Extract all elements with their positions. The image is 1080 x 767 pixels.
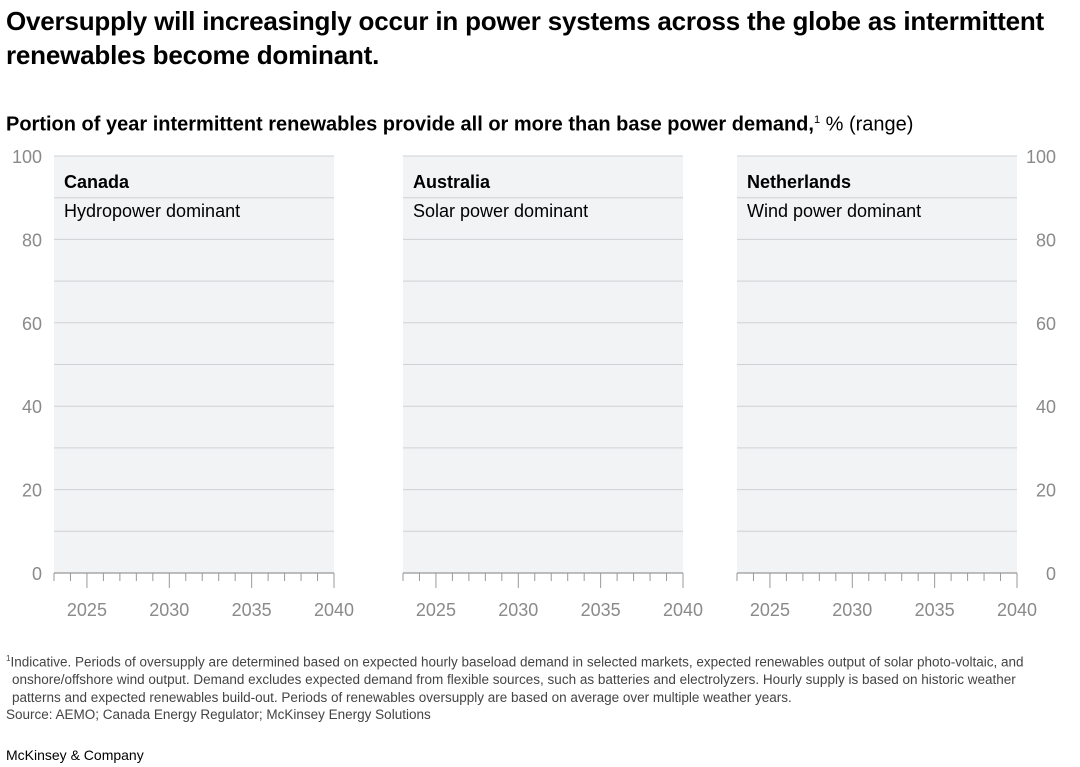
panel-title: Netherlands bbox=[747, 172, 851, 192]
x-tick-label: 2035 bbox=[581, 600, 621, 620]
x-tick-label: 2040 bbox=[997, 600, 1037, 620]
y-tick-label: 40 bbox=[22, 397, 42, 417]
y-tick-label-right: 100 bbox=[1026, 147, 1056, 167]
subtitle-main: Portion of year intermittent renewables … bbox=[6, 113, 814, 136]
y-tick-label-right: 40 bbox=[1036, 397, 1056, 417]
x-tick-label: 2040 bbox=[663, 600, 703, 620]
y-tick-label-right: 60 bbox=[1036, 314, 1056, 334]
subtitle-unit: % (range) bbox=[820, 113, 914, 136]
x-tick-label: 2030 bbox=[149, 600, 189, 620]
x-tick-label: 2025 bbox=[416, 600, 456, 620]
y-tick-label-right: 80 bbox=[1036, 230, 1056, 250]
panel-subtitle: Wind power dominant bbox=[747, 201, 921, 221]
x-tick-label: 2025 bbox=[750, 600, 790, 620]
chart-title: Oversupply will increasingly occur in po… bbox=[6, 6, 1044, 70]
x-tick-label: 2030 bbox=[832, 600, 872, 620]
x-tick-label: 2035 bbox=[915, 600, 955, 620]
chart-subtitle: Portion of year intermittent renewables … bbox=[6, 107, 913, 138]
panel-title: Canada bbox=[64, 172, 130, 192]
y-tick-label-right: 0 bbox=[1046, 564, 1056, 584]
x-tick-label: 2035 bbox=[232, 600, 272, 620]
panel-title: Australia bbox=[413, 172, 491, 192]
x-tick-label: 2030 bbox=[498, 600, 538, 620]
footnote-1-text: Indicative. Periods of oversupply are de… bbox=[10, 654, 1024, 705]
panel-subtitle: Hydropower dominant bbox=[64, 201, 240, 221]
source-note: Source: AEMO; Canada Energy Regulator; M… bbox=[6, 707, 431, 722]
footnotes: 1Indicative. Periods of oversupply are d… bbox=[6, 650, 1066, 724]
panel-subtitle: Solar power dominant bbox=[413, 201, 588, 221]
brand-logo: McKinsey & Company bbox=[6, 747, 144, 763]
y-tick-label: 60 bbox=[22, 314, 42, 334]
y-tick-label: 0 bbox=[32, 564, 42, 584]
footnote-1-mark: 1 bbox=[6, 654, 11, 663]
y-tick-label: 20 bbox=[22, 481, 42, 501]
x-tick-label: 2025 bbox=[67, 600, 107, 620]
x-tick-label: 2040 bbox=[314, 600, 354, 620]
footnote-mark: 1 bbox=[813, 114, 821, 126]
y-tick-label: 100 bbox=[12, 147, 42, 167]
footnote-1: 1Indicative. Periods of oversupply are d… bbox=[6, 650, 1066, 706]
y-tick-label-right: 20 bbox=[1036, 481, 1056, 501]
y-tick-label: 80 bbox=[22, 230, 42, 250]
